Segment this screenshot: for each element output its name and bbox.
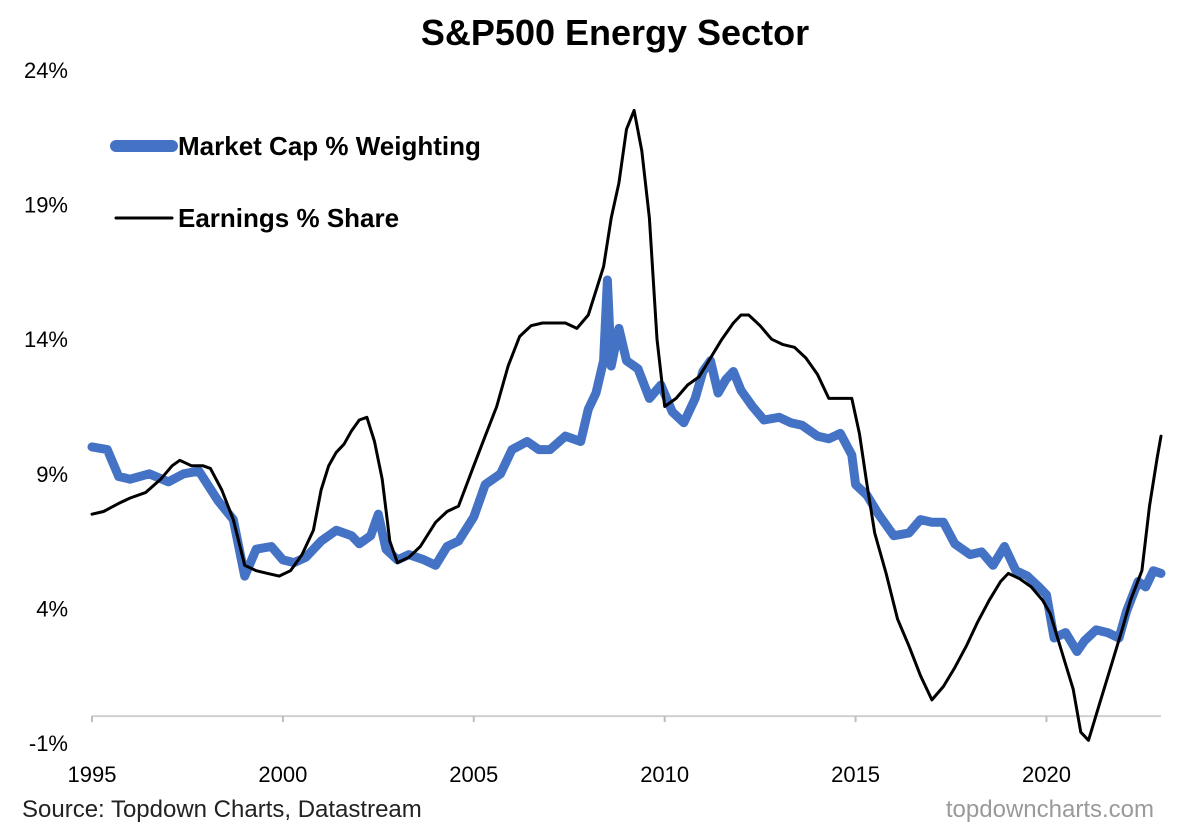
chart-title: S&P500 Energy Sector <box>420 12 810 53</box>
y-tick-label: -1% <box>29 731 68 756</box>
x-tick-label: 2010 <box>640 762 689 787</box>
x-tick-label: 2015 <box>831 762 880 787</box>
legend-label: Earnings % Share <box>178 203 399 233</box>
watermark: topdowncharts.com <box>945 796 1154 823</box>
legend-label: Market Cap % Weighting <box>178 131 481 161</box>
y-tick-label: 14% <box>24 327 68 352</box>
y-tick-label: 9% <box>36 462 68 487</box>
y-tick-label: 4% <box>36 596 68 621</box>
legend: Market Cap % Weighting Earnings % Share <box>110 131 481 233</box>
y-tick-label: 19% <box>24 193 68 218</box>
series-line-earnings <box>90 108 1163 742</box>
x-tick-label: 1995 <box>68 762 117 787</box>
x-tick-label: 2005 <box>449 762 498 787</box>
series-line-market-cap <box>87 275 1166 656</box>
x-axis: 1995 2000 2005 2010 2015 2020 <box>68 715 1161 787</box>
y-tick-label: 24% <box>24 58 68 83</box>
series-layer <box>87 108 1166 742</box>
source-note: Source: Topdown Charts, Datastream <box>22 796 422 823</box>
y-axis-tick-labels: -1% 4% 9% 14% 19% 24% <box>24 58 68 756</box>
x-tick-label: 2000 <box>258 762 307 787</box>
x-tick-label: 2020 <box>1022 762 1071 787</box>
